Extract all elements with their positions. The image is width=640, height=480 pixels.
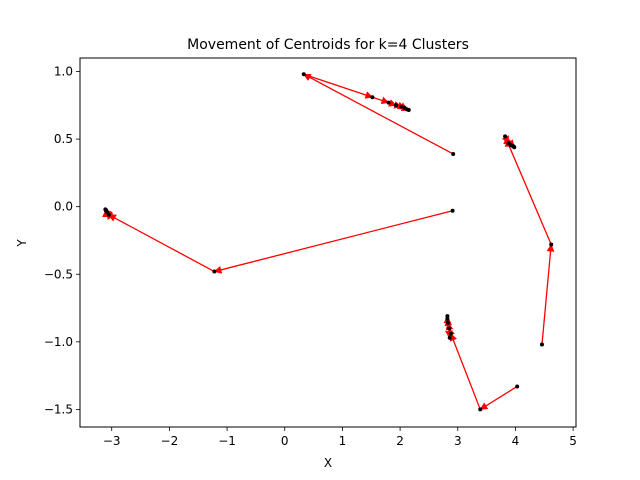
centroid-point xyxy=(301,72,306,77)
movement-arrow xyxy=(372,96,390,105)
movement-arrow xyxy=(108,214,215,273)
centroid-point xyxy=(503,134,508,139)
y-tick-label: −1.0 xyxy=(44,335,73,349)
centroid-point xyxy=(515,384,520,389)
x-tick-label: 1 xyxy=(339,434,347,448)
centroid-path-1 xyxy=(301,72,456,156)
centroid-path-2 xyxy=(501,134,555,347)
x-axis-label: X xyxy=(324,456,332,470)
centroid-point xyxy=(448,331,453,336)
y-tick-label: −0.5 xyxy=(44,267,73,281)
centroid-point xyxy=(103,207,108,212)
x-tick-label: 3 xyxy=(454,434,462,448)
x-tick-label: 0 xyxy=(281,434,289,448)
x-tick-label: −1 xyxy=(218,434,236,448)
y-tick-label: −1.5 xyxy=(44,402,73,416)
chart-title: Movement of Centroids for k=4 Clusters xyxy=(187,37,469,53)
centroid-path-4 xyxy=(443,314,520,412)
centroid-point xyxy=(447,335,452,340)
x-tick-label: −3 xyxy=(103,434,121,448)
centroid-point xyxy=(451,151,456,156)
centroid-point xyxy=(406,108,411,113)
centroid-point xyxy=(447,326,452,331)
movement-arrow xyxy=(303,73,454,155)
movement-arrow xyxy=(541,243,555,345)
centroid-point xyxy=(512,145,517,150)
centroid-point xyxy=(450,208,455,213)
y-tick-label: 0.5 xyxy=(54,132,73,146)
centroid-point xyxy=(445,314,450,319)
centroid-point xyxy=(212,269,217,274)
movement-arrow xyxy=(504,135,552,245)
series-layer xyxy=(102,72,555,412)
centroid-point xyxy=(478,407,483,412)
centroid-point xyxy=(399,104,404,109)
x-tick-label: 5 xyxy=(569,434,577,448)
centroid-point xyxy=(445,320,450,325)
centroid-point xyxy=(539,342,544,347)
movement-arrow xyxy=(479,385,518,410)
movement-arrow xyxy=(213,210,453,274)
centroid-path-3 xyxy=(102,207,455,274)
plot-frame xyxy=(79,57,577,428)
centroid-point xyxy=(549,242,554,247)
x-tick-label: 4 xyxy=(512,434,520,448)
movement-arrow xyxy=(449,333,481,410)
y-tick-label: 1.0 xyxy=(54,65,73,79)
y-tick-label: 0.0 xyxy=(54,200,73,214)
x-tick-label: 2 xyxy=(396,434,404,448)
centroid-point xyxy=(370,95,375,100)
x-tick-label: −2 xyxy=(161,434,179,448)
axes-layer: −3 −2 −1 0 1 2 3 4 5 −1.5 −1.0 −0.5 0.0 0.5 1.0 xyxy=(44,65,577,448)
y-axis-label: Y xyxy=(15,239,29,248)
centroid-point xyxy=(394,103,399,108)
centroid-point xyxy=(386,100,391,105)
movement-arrow xyxy=(303,73,374,99)
